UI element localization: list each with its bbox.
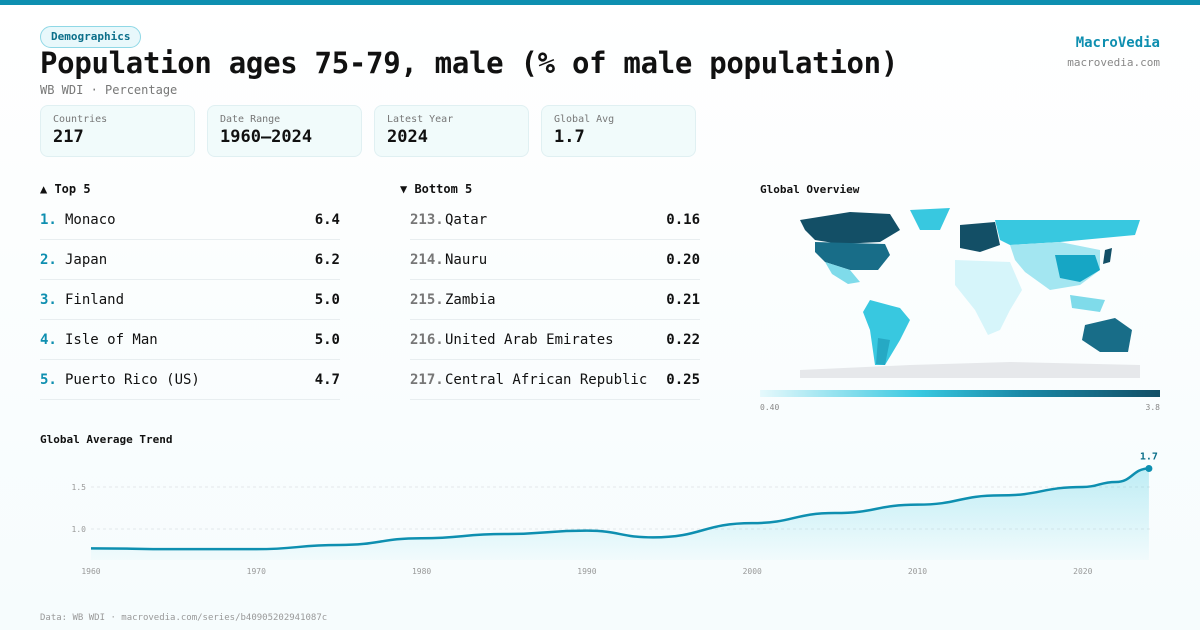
x-tick-label: 1960 [81, 567, 100, 576]
map-africa [955, 260, 1022, 335]
stat-label: Countries [53, 114, 108, 125]
country-name: United Arab Emirates [445, 331, 614, 348]
bottom5-row[interactable]: 216. United Arab Emirates 0.22 [410, 320, 700, 360]
top5-row[interactable]: 5. Puerto Rico (US) 4.7 [40, 360, 340, 400]
stat-card: Latest Year 2024 [374, 105, 529, 157]
country-value: 5.0 [314, 291, 340, 308]
map-australia [1082, 318, 1132, 352]
bottom5-row[interactable]: 214. Nauru 0.20 [410, 240, 700, 280]
x-tick-label: 2000 [743, 567, 762, 576]
rank: 217. [410, 371, 444, 388]
country-value: 0.16 [666, 211, 700, 228]
map-color-legend [760, 390, 1160, 397]
bottom5-row[interactable]: 213. Qatar 0.16 [410, 200, 700, 240]
x-tick-label: 1980 [412, 567, 431, 576]
legend-min: 0.40 [760, 403, 779, 412]
country-name: Puerto Rico (US) [65, 371, 200, 388]
country-value: 5.0 [314, 331, 340, 348]
map-japan [1103, 248, 1112, 264]
country-name: Isle of Man [65, 331, 158, 348]
map-greenland [910, 208, 950, 230]
stat-label: Date Range [220, 114, 281, 125]
rank: 5. [40, 371, 57, 388]
country-value: 0.20 [666, 251, 700, 268]
map-usa [815, 242, 890, 270]
x-tick-label: 2020 [1073, 567, 1092, 576]
country-value: 0.25 [666, 371, 700, 388]
stat-card: Global Avg 1.7 [541, 105, 696, 157]
trend-area [91, 468, 1149, 560]
legend-max: 3.8 [1146, 403, 1160, 412]
bottom5-row[interactable]: 215. Zambia 0.21 [410, 280, 700, 320]
stat-value: 2024 [387, 127, 428, 147]
brand-url[interactable]: macrovedia.com [1067, 56, 1160, 69]
country-value: 0.22 [666, 331, 700, 348]
map-russia [995, 220, 1140, 245]
rank: 216. [410, 331, 444, 348]
top-accent-bar [0, 0, 1200, 5]
map-title: Global Overview [760, 183, 860, 196]
top5-row[interactable]: 2. Japan 6.2 [40, 240, 340, 280]
country-name: Zambia [445, 291, 496, 308]
country-value: 0.21 [666, 291, 700, 308]
x-tick-label: 1970 [247, 567, 266, 576]
map-canada [800, 212, 900, 244]
y-tick-label: 1.0 [72, 525, 87, 534]
country-value: 4.7 [314, 371, 340, 388]
country-value: 6.2 [314, 251, 340, 268]
bottom5-title: ▼ Bottom 5 [400, 182, 473, 196]
rank: 1. [40, 211, 57, 228]
map-europe [960, 222, 1000, 252]
x-tick-label: 1990 [577, 567, 596, 576]
country-name: Japan [65, 251, 108, 268]
map-southeast-asia [1070, 295, 1105, 312]
rank: 4. [40, 331, 57, 348]
last-point[interactable] [1145, 465, 1153, 473]
stat-value: 1.7 [554, 127, 585, 147]
rank: 3. [40, 291, 57, 308]
top5-row[interactable]: 3. Finland 5.0 [40, 280, 340, 320]
footer-source: Data: WB WDI · macrovedia.com/series/b40… [40, 613, 328, 623]
rank: 2. [40, 251, 57, 268]
country-name: Finland [65, 291, 125, 308]
map-south-america [863, 300, 910, 365]
trend-title: Global Average Trend [40, 433, 173, 446]
page-subtitle: WB WDI · Percentage [40, 83, 178, 97]
country-value: 6.4 [314, 211, 340, 228]
country-name: Qatar [445, 211, 488, 228]
y-tick-label: 1.5 [72, 483, 87, 492]
stat-label: Latest Year [387, 114, 454, 125]
x-tick-label: 2010 [908, 567, 927, 576]
rank: 214. [410, 251, 444, 268]
stat-card: Countries 217 [40, 105, 195, 157]
page-title: Population ages 75-79, male (% of male p… [40, 46, 898, 80]
map-antarctica [800, 362, 1140, 378]
category-badge[interactable]: Demographics [40, 26, 142, 48]
map-mexico [825, 262, 860, 284]
stat-card: Date Range 1960–2024 [207, 105, 362, 157]
trend-line [90, 467, 1150, 551]
world-map[interactable]: 0.40 3.8 [760, 200, 1160, 415]
country-name: Monaco [65, 211, 116, 228]
last-value-label: 1.7 [1140, 452, 1158, 463]
map-argentina [876, 338, 890, 365]
trend-chart[interactable]: 1.0 1.5 1960 1970 1980 1990 2000 2010 2020 1.7 [0, 440, 1200, 580]
stat-value: 1960–2024 [220, 127, 313, 147]
rank: 215. [410, 291, 444, 308]
stat-label: Global Avg [554, 114, 615, 125]
country-name: Central African Republic [445, 371, 648, 388]
top5-row[interactable]: 1. Monaco 6.4 [40, 200, 340, 240]
brand-logo[interactable]: MacroVedia [1075, 35, 1160, 51]
top5-row[interactable]: 4. Isle of Man 5.0 [40, 320, 340, 360]
map-china [1055, 255, 1100, 282]
bottom5-row[interactable]: 217. Central African Republic 0.25 [410, 360, 700, 400]
stat-value: 217 [53, 127, 84, 147]
top5-title: ▲ Top 5 [40, 182, 91, 196]
rank: 213. [410, 211, 444, 228]
country-name: Nauru [445, 251, 488, 268]
